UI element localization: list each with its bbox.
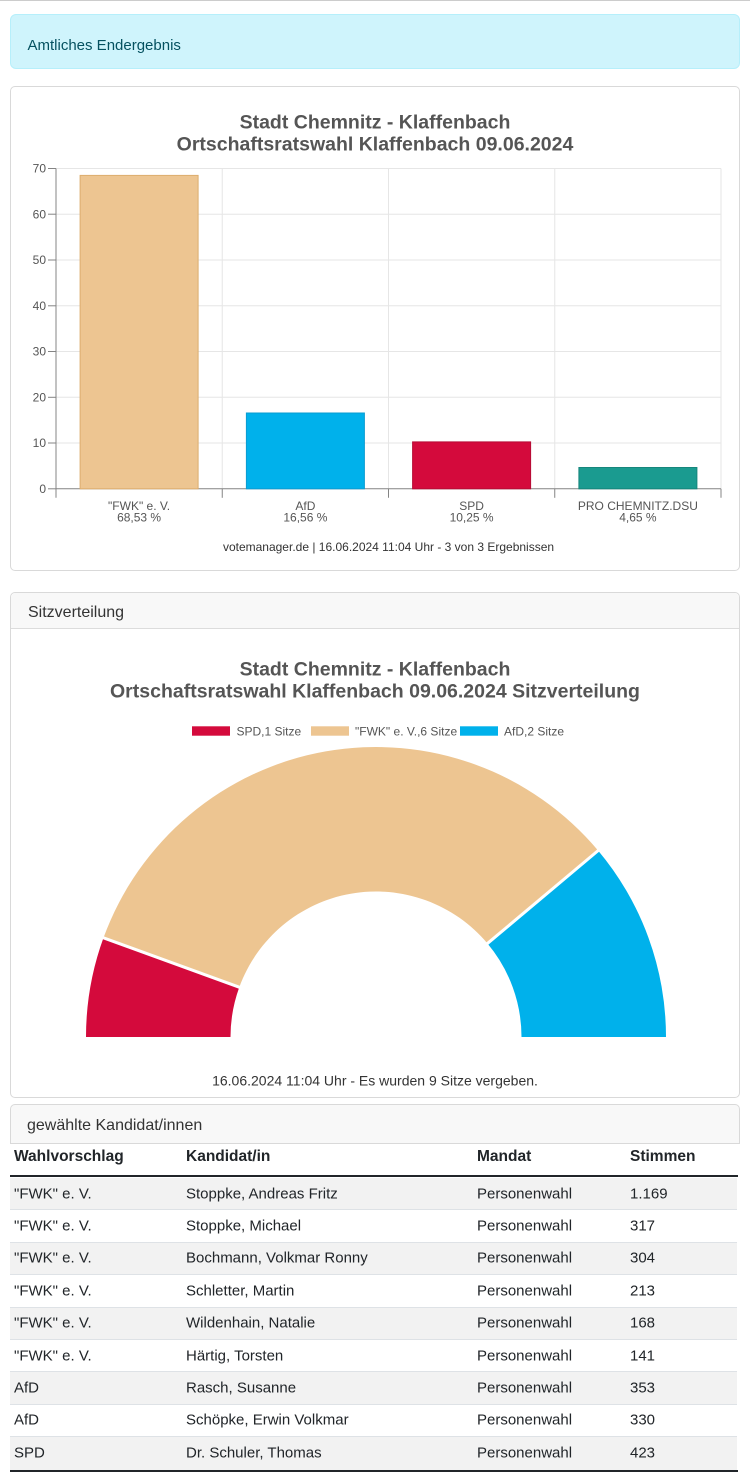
svg-text:40: 40 <box>33 299 47 313</box>
svg-text:votemanager.de | 16.06.2024 11: votemanager.de | 16.06.2024 11:04 Uhr - … <box>223 540 554 554</box>
svg-text:Stadt Chemnitz - Klaffenbach: Stadt Chemnitz - Klaffenbach <box>240 659 511 681</box>
svg-text:16,56 %: 16,56 % <box>283 511 327 525</box>
svg-text:0: 0 <box>39 482 46 496</box>
svg-text:Stadt Chemnitz - Klaffenbach: Stadt Chemnitz - Klaffenbach <box>240 112 511 134</box>
svg-text:10,25 %: 10,25 % <box>450 511 494 525</box>
svg-text:Ortschaftsratswahl Klaffenbach: Ortschaftsratswahl Klaffenbach 09.06.202… <box>110 681 640 703</box>
svg-text:SPD,1 Sitze: SPD,1 Sitze <box>237 725 302 739</box>
svg-text:"FWK" e. V.,6 Sitze: "FWK" e. V.,6 Sitze <box>355 725 457 739</box>
svg-text:Ortschaftsratswahl Klaffenbach: Ortschaftsratswahl Klaffenbach 09.06.202… <box>177 134 574 156</box>
svg-text:AfD,2 Sitze: AfD,2 Sitze <box>504 725 564 739</box>
svg-text:4,65 %: 4,65 % <box>619 511 657 525</box>
svg-text:"FWK" e. V.: "FWK" e. V. <box>108 499 170 513</box>
svg-text:68,53 %: 68,53 % <box>117 511 161 525</box>
svg-text:AfD: AfD <box>295 499 315 513</box>
svg-text:10: 10 <box>33 436 47 450</box>
svg-text:SPD: SPD <box>459 499 484 513</box>
svg-text:50: 50 <box>33 253 47 267</box>
svg-text:PRO CHEMNITZ.DSU: PRO CHEMNITZ.DSU <box>578 499 698 513</box>
svg-text:70: 70 <box>33 162 47 176</box>
svg-text:30: 30 <box>33 345 47 359</box>
svg-text:60: 60 <box>33 207 47 221</box>
svg-text:16.06.2024 11:04 Uhr - Es wurd: 16.06.2024 11:04 Uhr - Es wurden 9 Sitze… <box>212 1073 538 1089</box>
svg-text:20: 20 <box>33 391 47 405</box>
